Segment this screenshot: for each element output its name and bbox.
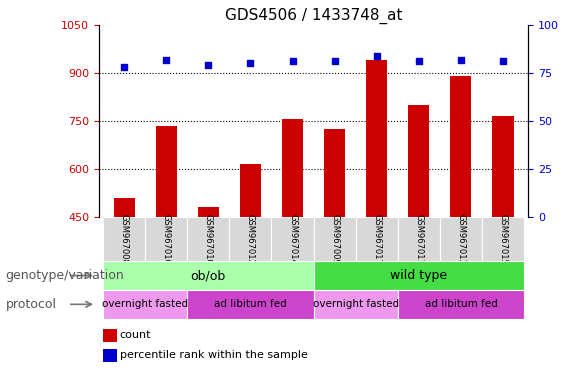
Bar	[493, 116, 514, 217]
Bar	[440, 217, 482, 261]
Point	[457, 56, 466, 63]
Text: protocol: protocol	[6, 298, 57, 311]
Bar	[187, 217, 229, 261]
Bar	[229, 217, 271, 261]
Bar	[187, 290, 314, 319]
Bar	[408, 105, 429, 217]
Bar	[482, 217, 524, 261]
Bar	[356, 217, 398, 261]
Bar	[450, 76, 471, 217]
Text: wild type: wild type	[390, 269, 447, 282]
Text: GSM967013: GSM967013	[457, 214, 466, 265]
Bar	[314, 290, 398, 319]
Text: GSM967017: GSM967017	[372, 214, 381, 265]
Text: GSM967012: GSM967012	[246, 214, 255, 265]
Point	[330, 58, 339, 65]
Bar	[103, 329, 118, 342]
Text: GSM967008: GSM967008	[120, 214, 129, 265]
Bar	[198, 207, 219, 217]
Text: GSM967011: GSM967011	[414, 214, 423, 265]
Text: overnight fasted: overnight fasted	[102, 299, 188, 310]
Point	[498, 58, 507, 65]
Bar	[103, 349, 118, 362]
Text: GSM967016: GSM967016	[162, 214, 171, 265]
Bar	[314, 261, 524, 290]
Bar	[114, 198, 134, 217]
Text: GSM967010: GSM967010	[204, 214, 213, 265]
Point	[288, 58, 297, 65]
Bar	[314, 217, 356, 261]
Point	[414, 58, 423, 65]
Point	[246, 60, 255, 66]
Text: count: count	[120, 331, 151, 341]
Title: GDS4506 / 1433748_at: GDS4506 / 1433748_at	[225, 7, 402, 23]
Bar	[398, 290, 524, 319]
Text: ad libitum fed: ad libitum fed	[424, 299, 497, 310]
Bar	[324, 129, 345, 217]
Text: ad libitum fed: ad libitum fed	[214, 299, 287, 310]
Bar	[103, 290, 187, 319]
Point	[162, 56, 171, 63]
Bar	[145, 217, 187, 261]
Point	[204, 62, 213, 68]
Text: GSM967014: GSM967014	[288, 214, 297, 265]
Bar	[103, 217, 145, 261]
Text: GSM967015: GSM967015	[498, 214, 507, 265]
Text: percentile rank within the sample: percentile rank within the sample	[120, 350, 307, 360]
Bar	[103, 261, 314, 290]
Bar	[271, 217, 314, 261]
Point	[372, 53, 381, 59]
Bar	[156, 126, 177, 217]
Text: GSM967009: GSM967009	[330, 214, 339, 265]
Text: overnight fasted: overnight fasted	[312, 299, 399, 310]
Text: genotype/variation: genotype/variation	[6, 269, 124, 282]
Bar	[398, 217, 440, 261]
Bar	[282, 119, 303, 217]
Bar	[366, 60, 387, 217]
Point	[120, 64, 129, 70]
Text: ob/ob: ob/ob	[191, 269, 226, 282]
Bar	[240, 164, 261, 217]
